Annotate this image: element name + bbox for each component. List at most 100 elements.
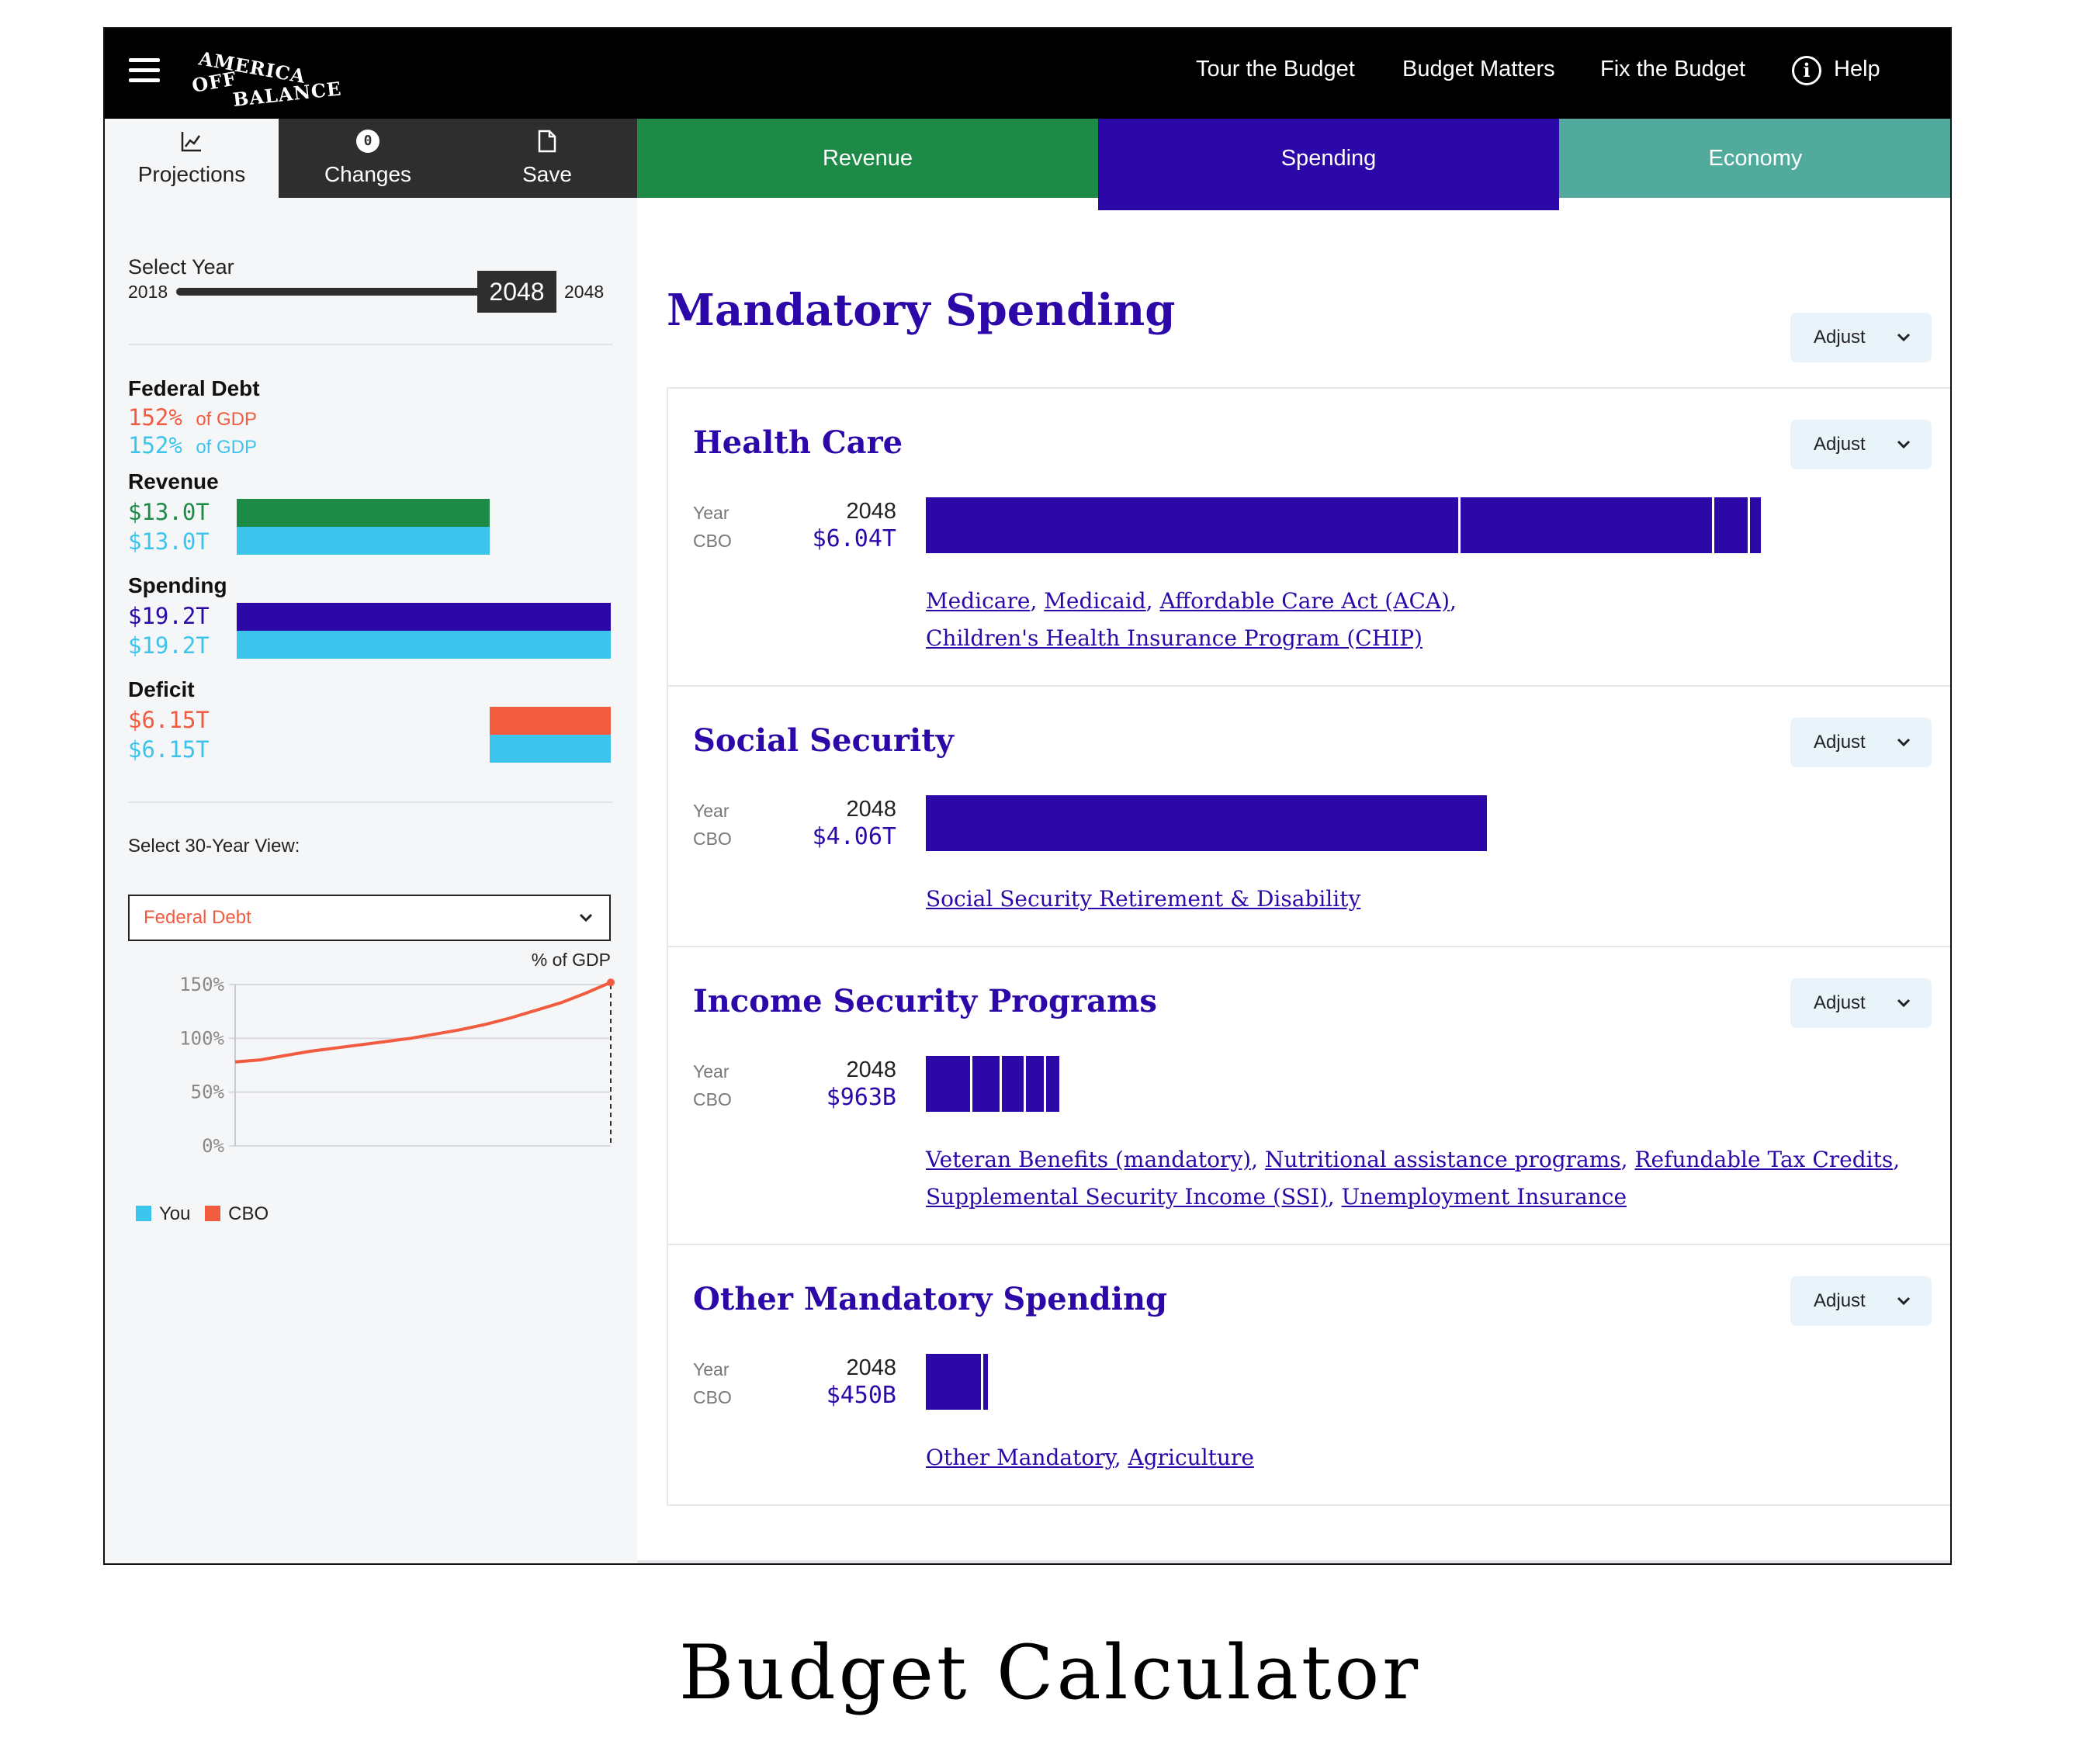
legend-cbo-label: CBO [228, 1203, 269, 1224]
divider [128, 801, 612, 803]
link-refundable-tax-credits[interactable]: Refundable Tax Credits [1634, 1147, 1894, 1172]
legend-you-swatch [136, 1206, 151, 1221]
tab-changes[interactable]: 0 Changes [279, 119, 457, 198]
link-unemployment-insurance[interactable]: Unemployment Insurance [1341, 1184, 1627, 1210]
adjust-mandatory-button[interactable]: Adjust [1790, 313, 1932, 362]
adjust-other-mandatory-button[interactable]: Adjust [1790, 1276, 1932, 1326]
tab-revenue[interactable]: Revenue [637, 119, 1098, 198]
bar-segment [983, 1354, 988, 1410]
category-card-income-security: Income Security Programs Adjust Year CBO … [668, 947, 1950, 1245]
federal-debt-cbo: 152% of GDP [128, 432, 258, 459]
category-title: Income Security Programs [693, 983, 1157, 1019]
category-card-social-security: Social Security Adjust Year CBO 2048 $4.06… [668, 687, 1950, 947]
link-nutritional-assistance[interactable]: Nutritional assistance programs [1264, 1147, 1621, 1172]
chevron-down-icon [1897, 999, 1911, 1008]
link-medicare[interactable]: Medicare [926, 588, 1031, 614]
deficit-you-value: $6.15T [128, 707, 210, 733]
year-slider-handle[interactable]: 2048 [477, 271, 556, 313]
adjust-label: Adjust [1814, 1290, 1866, 1311]
year-end-label: 2048 [564, 282, 605, 302]
revenue-label: Revenue [128, 469, 219, 493]
category-card-other-mandatory: Other Mandatory Spending Adjust Year CBO … [668, 1245, 1950, 1506]
page-title: Mandatory Spending [667, 285, 1176, 336]
link-aca[interactable]: Affordable Care Act (ACA) [1159, 588, 1450, 614]
tab-save[interactable]: Save [457, 119, 637, 198]
help-info-icon[interactable]: i [1792, 56, 1821, 85]
panel-bottom-edge [637, 1560, 1950, 1563]
bar-segment [1002, 1056, 1026, 1112]
category-stacked-bar [926, 1056, 1059, 1112]
deficit-label: Deficit [128, 677, 195, 701]
nav-budget-matters[interactable]: Budget Matters [1402, 57, 1555, 81]
adjust-label: Adjust [1814, 434, 1866, 455]
link-agriculture[interactable]: Agriculture [1128, 1445, 1254, 1470]
link-chip[interactable]: Children's Health Insurance Program (CHI… [926, 625, 1423, 651]
deficit-cbo-value: $6.15T [128, 736, 210, 763]
category-figures: 2048 $6.04T [812, 499, 896, 552]
tab-projections-label: Projections [137, 162, 246, 186]
document-icon [537, 130, 557, 158]
adjust-income-security-button[interactable]: Adjust [1790, 978, 1932, 1028]
nav-fix-the-budget[interactable]: Fix the Budget [1600, 57, 1745, 81]
nav-tour-the-budget[interactable]: Tour the Budget [1196, 57, 1355, 81]
chart-series-cbo-endpoint [607, 978, 615, 987]
spending-you-value: $19.2T [128, 603, 210, 629]
bar-segment [1045, 1056, 1059, 1112]
adjust-social-security-button[interactable]: Adjust [1790, 718, 1932, 767]
spending-cbo-bar [237, 631, 611, 659]
view-select-dropdown[interactable]: Federal Debt [128, 895, 611, 941]
link-medicaid[interactable]: Medicaid [1044, 588, 1146, 614]
view-select-label: Select 30-Year View: [128, 836, 300, 857]
divider [128, 344, 612, 345]
tab-spending[interactable]: Spending [1098, 119, 1559, 210]
category-stacked-bar [926, 1354, 988, 1410]
revenue-you-bar [237, 499, 490, 527]
bar-segment [1025, 1056, 1046, 1112]
view-select-value: Federal Debt [144, 907, 251, 928]
category-stacked-bar [926, 497, 1761, 553]
logo[interactable]: AMERICA OFF BALANCE [190, 38, 345, 111]
link-other-mandatory[interactable]: Other Mandatory [926, 1445, 1114, 1470]
chart-y-tick-label: 100% [179, 1027, 224, 1049]
nav-help[interactable]: Help [1834, 57, 1880, 81]
deficit-cbo-bar [490, 735, 611, 763]
logo-line3: BALANCE [232, 77, 343, 111]
tab-economy[interactable]: Economy [1559, 119, 1950, 198]
chart-legend: You CBO [136, 1203, 269, 1225]
revenue-you-value: $13.0T [128, 499, 210, 525]
chevron-down-icon [1897, 738, 1911, 747]
tab-changes-label: Changes [324, 162, 412, 186]
federal-debt-you: 152% of GDP [128, 404, 258, 431]
app-window: AMERICA OFF BALANCE Tour the Budget Budg… [103, 27, 1952, 1565]
category-figures: 2048 $450B [826, 1355, 896, 1409]
legend-cbo-swatch [205, 1206, 221, 1221]
category-links: Social Security Retirement & Disability [926, 881, 1360, 918]
chart-series-cbo-line [234, 981, 612, 1064]
chart-ylabel: % of GDP [532, 950, 611, 970]
link-veteran-benefits[interactable]: Veteran Benefits (mandatory) [926, 1147, 1252, 1172]
deficit-you-bar [490, 707, 611, 735]
bar-segment [1714, 497, 1750, 553]
sidebar: Projections 0 Changes Save Select Year 2… [105, 119, 637, 1563]
year-cbo-caption: Year CBO [693, 1061, 732, 1109]
image-caption: Budget Calculator [678, 1629, 1422, 1716]
link-social-security-retirement-disability[interactable]: Social Security Retirement & Disability [926, 886, 1361, 912]
chevron-down-icon [1897, 333, 1911, 342]
spending-cbo-value: $19.2T [128, 632, 210, 659]
hamburger-menu-icon[interactable] [129, 58, 160, 83]
bar-segment [926, 795, 1487, 851]
main-panel: Mandatory Spending Adjust Health Care Ad… [637, 210, 1950, 1563]
adjust-label: Adjust [1814, 992, 1866, 1013]
logo-line2: OFF [190, 67, 238, 97]
year-slider-track[interactable] [176, 288, 487, 296]
link-ssi[interactable]: Supplemental Security Income (SSI) [926, 1184, 1328, 1210]
adjust-health-care-button[interactable]: Adjust [1790, 420, 1932, 469]
category-links: Medicare, Medicaid, Affordable Care Act … [926, 588, 1457, 651]
category-figures: 2048 $4.06T [812, 797, 896, 850]
year-cbo-caption: Year CBO [693, 503, 732, 551]
chevron-down-icon [579, 913, 593, 922]
chart-y-tick-label: 0% [202, 1135, 224, 1157]
bar-segment [1749, 497, 1761, 553]
tab-projections[interactable]: Projections [105, 119, 279, 198]
spending-categories: Health Care Adjust Year CBO 2048 $6.04T Me… [667, 387, 1950, 1506]
